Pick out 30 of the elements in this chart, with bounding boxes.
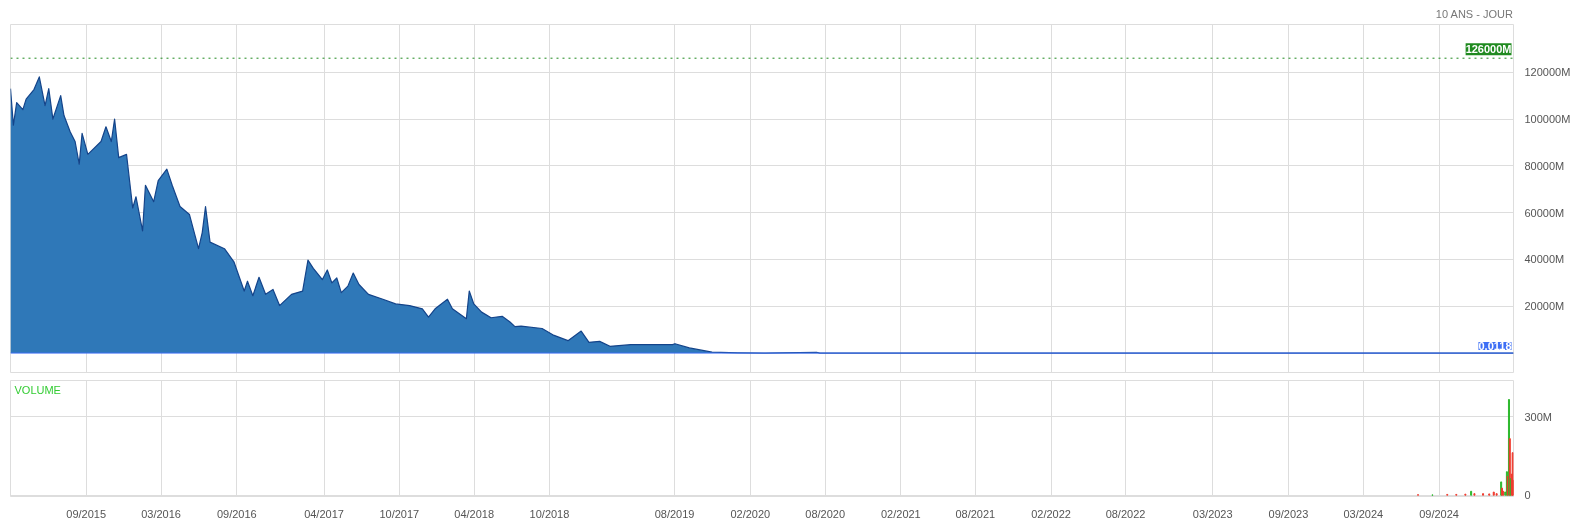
x-tick-label: 09/2016 (216, 507, 257, 520)
x-tick-label: 04/2018 (454, 507, 495, 520)
x-tick-label: 02/2022 (1031, 507, 1071, 520)
y-tick-label: 300M (1524, 410, 1553, 423)
x-tick-label: 08/2019 (654, 507, 695, 520)
x-tick-label: 04/2017 (304, 507, 344, 520)
x-tick-label: 08/2022 (1105, 507, 1146, 520)
y-tick-label: 20000M (1524, 300, 1565, 313)
y-tick-label: 80000M (1524, 159, 1565, 172)
y-tick-label: 0 (1524, 489, 1531, 502)
text: 10 ANS - JOUR (1435, 7, 1513, 20)
ref-line-label: 126000M (1465, 43, 1512, 56)
y-tick-label: 60000M (1524, 206, 1565, 219)
x-tick-label: 08/2020 (805, 507, 846, 520)
x-tick-label: 10/2018 (529, 507, 570, 520)
x-tick-label: 10/2017 (379, 507, 420, 520)
y-tick-label: 100000M (1524, 113, 1571, 126)
x-tick-label: 03/2023 (1192, 507, 1233, 520)
x-tick-label: 08/2021 (955, 507, 996, 520)
ref-line-label: 0.0118 (1478, 340, 1512, 353)
chart-title: VOLUME (14, 383, 61, 396)
x-tick-label: 02/2020 (730, 507, 771, 520)
y-tick-label: 120000M (1524, 66, 1571, 79)
x-tick-label: 09/2024 (1419, 507, 1459, 520)
x-tick-label: 09/2023 (1268, 507, 1309, 520)
x-tick-label: 02/2021 (880, 507, 921, 520)
x-tick-label: 09/2015 (66, 507, 107, 520)
x-tick-label: 03/2016 (141, 507, 181, 520)
y-tick-label: 40000M (1524, 253, 1565, 266)
x-tick-label: 03/2024 (1343, 507, 1384, 520)
